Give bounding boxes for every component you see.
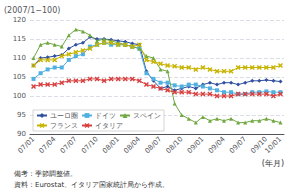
svg-text:07/01: 07/01: [16, 135, 36, 155]
svg-text:09/10: 09/10: [249, 135, 270, 156]
svg-text:09/01: 09/01: [186, 135, 206, 155]
svg-text:スペイン: スペイン: [133, 112, 161, 120]
svg-text:備考：季節調整値。: 備考：季節調整値。: [14, 170, 77, 178]
svg-text:イタリア: イタリア: [95, 122, 123, 130]
svg-text:07/10: 07/10: [80, 135, 100, 155]
svg-text:10/01: 10/01: [263, 135, 283, 155]
svg-text:95: 95: [17, 111, 26, 119]
svg-text:08/01: 08/01: [101, 135, 121, 155]
svg-text:09/04: 09/04: [207, 135, 227, 155]
svg-text:90: 90: [17, 130, 26, 138]
svg-text:110: 110: [13, 54, 26, 62]
svg-text:120: 120: [13, 16, 26, 24]
svg-text:105: 105: [13, 73, 26, 81]
svg-text:(2007/1−100): (2007/1−100): [4, 6, 60, 15]
svg-text:100: 100: [13, 92, 26, 100]
svg-text:08/04: 08/04: [122, 135, 142, 155]
svg-text:資料：Eurostat、イタリア国家統計局から作成。: 資料：Eurostat、イタリア国家統計局から作成。: [14, 181, 169, 189]
svg-text:09/07: 09/07: [228, 135, 248, 155]
svg-text:115: 115: [13, 35, 26, 43]
svg-text:フランス: フランス: [50, 122, 78, 130]
svg-text:08/10: 08/10: [165, 135, 185, 155]
svg-text:ドイツ: ドイツ: [95, 112, 116, 120]
svg-text:ユーロ圈: ユーロ圈: [50, 112, 78, 120]
svg-text:07/07: 07/07: [59, 135, 79, 155]
svg-text:07/04: 07/04: [38, 135, 58, 155]
svg-text:(年月): (年月): [262, 159, 284, 168]
svg-text:08/07: 08/07: [143, 135, 163, 155]
